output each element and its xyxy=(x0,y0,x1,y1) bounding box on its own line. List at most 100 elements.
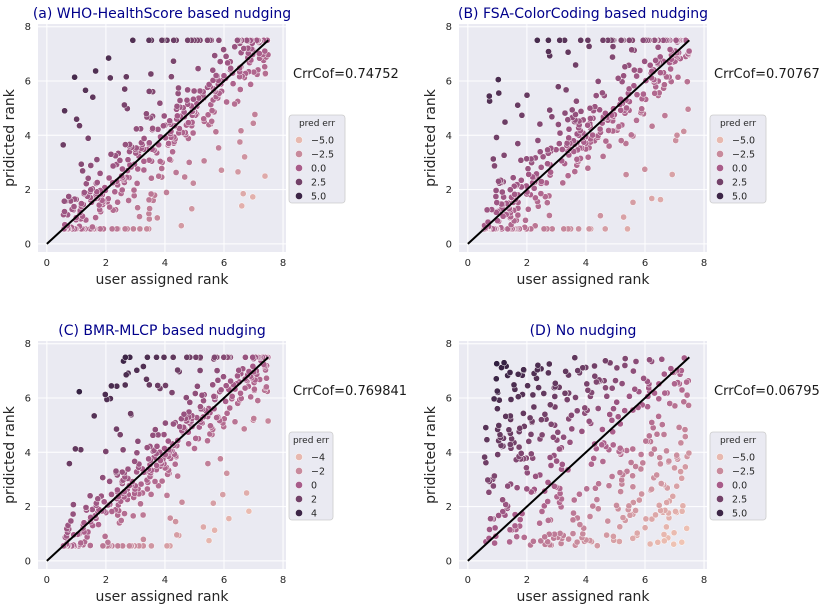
scatter-point xyxy=(101,533,109,540)
scatter-point xyxy=(616,523,624,531)
scatter-point xyxy=(236,138,244,146)
scatter-point xyxy=(145,36,153,44)
scatter-point xyxy=(595,480,602,488)
scatter-point xyxy=(191,390,199,397)
scatter-point xyxy=(143,375,150,383)
scatter-point xyxy=(583,485,591,493)
legend-entry-label: 2.5 xyxy=(732,495,747,506)
scatter-point xyxy=(124,156,132,164)
scatter-point xyxy=(658,421,666,428)
scatter-point xyxy=(572,394,579,401)
scatter-point xyxy=(153,353,160,361)
y-tick-label: 4 xyxy=(446,448,452,459)
scatter-point xyxy=(495,89,503,97)
scatter-point xyxy=(657,460,664,468)
scatter-point xyxy=(137,480,145,488)
scatter-point xyxy=(162,419,169,427)
scatter-point xyxy=(605,482,613,490)
scatter-point xyxy=(683,525,691,532)
scatter-point xyxy=(105,174,113,182)
scatter-point xyxy=(245,507,253,515)
scatter-point xyxy=(663,499,671,506)
scatter-point xyxy=(592,92,600,99)
scatter-point xyxy=(554,83,562,91)
scatter-point xyxy=(59,141,67,149)
scatter-point xyxy=(79,167,86,175)
legend-marker xyxy=(716,495,724,503)
scatter-point xyxy=(224,59,231,67)
scatter-point xyxy=(209,66,217,74)
scatter-point xyxy=(156,158,164,165)
scatter-point xyxy=(506,538,513,546)
scatter-point xyxy=(517,176,525,184)
scatter-point xyxy=(93,156,101,163)
scatter-point xyxy=(131,458,138,465)
scatter-point xyxy=(609,441,617,449)
scatter-point xyxy=(661,112,669,119)
scatter-point xyxy=(174,366,181,374)
scatter-point xyxy=(146,205,153,212)
legend-marker xyxy=(295,136,303,144)
scatter-point xyxy=(546,212,553,219)
scatter-point xyxy=(493,199,501,206)
scatter-point xyxy=(160,431,168,438)
scatter-point xyxy=(133,180,141,187)
scatter-point xyxy=(506,526,514,534)
scatter-point xyxy=(238,202,246,210)
scatter-point xyxy=(122,353,129,361)
scatter-point xyxy=(508,435,515,443)
y-tick-label: 2 xyxy=(446,185,452,196)
scatter-point xyxy=(495,512,502,519)
scatter-point xyxy=(220,72,228,80)
scatter-point xyxy=(597,212,604,220)
scatter-point xyxy=(534,361,542,369)
scatter-point xyxy=(625,36,633,44)
scatter-point xyxy=(78,200,85,207)
scatter-point xyxy=(499,212,507,220)
scatter-point xyxy=(144,353,151,361)
y-axis-label: pridicted rank xyxy=(423,405,439,504)
scatter-point xyxy=(122,371,130,379)
scatter-point xyxy=(667,365,675,372)
legend-entry-label: −5.0 xyxy=(732,136,755,147)
legend-marker xyxy=(295,453,303,461)
scatter-point xyxy=(537,163,545,171)
scatter-point xyxy=(609,43,617,50)
scatter-point xyxy=(86,492,94,500)
scatter-point xyxy=(200,523,207,531)
scatter-point xyxy=(80,189,88,196)
scatter-point xyxy=(102,448,110,455)
scatter-point xyxy=(536,519,543,527)
scatter-point xyxy=(487,515,494,523)
scatter-point xyxy=(140,536,147,543)
scatter-point xyxy=(514,211,522,219)
scatter-point xyxy=(92,214,99,221)
scatter-point xyxy=(587,115,594,122)
scatter-point xyxy=(583,380,591,388)
scatter-point xyxy=(616,469,624,476)
scatter-point xyxy=(535,384,542,391)
scatter-point xyxy=(231,418,239,426)
scatter-point xyxy=(683,391,691,399)
scatter-point xyxy=(641,524,649,532)
scatter-point xyxy=(166,514,174,522)
scatter-point xyxy=(546,454,554,461)
scatter-point xyxy=(178,498,186,506)
x-axis-label: user assigned rank xyxy=(95,272,229,288)
scatter-point xyxy=(249,362,257,370)
scatter-point xyxy=(523,91,531,99)
scatter-point xyxy=(197,403,204,411)
legend-entry-label: 5.0 xyxy=(732,192,747,203)
scatter-point xyxy=(126,542,133,550)
scatter-point xyxy=(145,88,153,95)
scatter-point xyxy=(637,451,645,458)
scatter-point xyxy=(681,463,689,471)
scatter-point xyxy=(495,422,503,429)
scatter-point xyxy=(658,355,666,363)
scatter-point xyxy=(493,360,501,368)
scatter-point xyxy=(231,100,238,108)
scatter-point xyxy=(537,190,545,197)
scatter-point xyxy=(510,381,518,389)
scatter-point xyxy=(151,426,159,433)
